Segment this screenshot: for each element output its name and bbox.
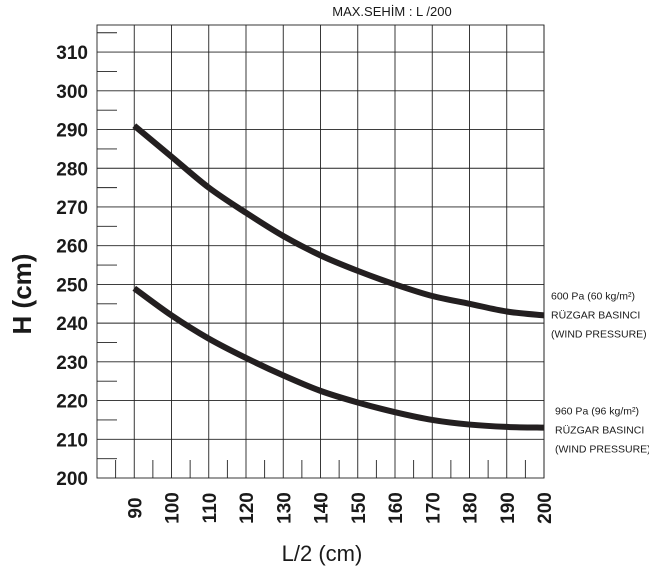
series-2-label: (WIND PRESSURE) bbox=[555, 444, 649, 456]
series-1-label: (WIND PRESSURE) bbox=[551, 328, 647, 340]
y-axis-title: H (cm) bbox=[7, 254, 37, 335]
y-tick-label: 220 bbox=[56, 392, 88, 413]
y-tick-label: 260 bbox=[56, 237, 88, 258]
y-tick-label: 280 bbox=[56, 159, 88, 180]
x-tick-label: 200 bbox=[535, 492, 556, 524]
x-tick-label: 130 bbox=[274, 492, 295, 524]
series-2-label: 960 Pa (96 kg/m²) bbox=[555, 406, 639, 418]
series-labels: 600 Pa (60 kg/m²) RÜZGAR BASINCI (WIND PRE… bbox=[551, 290, 649, 455]
x-axis-ticks: 90 100 110 120 130 140 150 160 170 180 190 200 bbox=[125, 492, 556, 524]
x-tick-label: 100 bbox=[163, 492, 184, 524]
x-tick-label: 180 bbox=[461, 492, 482, 524]
y-tick-label: 230 bbox=[56, 353, 88, 374]
series-1-label: RÜZGAR BASINCI bbox=[551, 309, 640, 321]
x-tick-label: 120 bbox=[237, 492, 258, 524]
series-2-label: RÜZGAR BASINCI bbox=[555, 425, 644, 437]
y-tick-label: 200 bbox=[56, 469, 88, 490]
x-tick-label: 90 bbox=[125, 497, 146, 518]
y-tick-label: 290 bbox=[56, 121, 88, 142]
y-tick-label: 210 bbox=[56, 430, 88, 451]
x-tick-label: 150 bbox=[349, 492, 370, 524]
grid bbox=[96, 24, 545, 479]
x-axis-title: L/2 (cm) bbox=[282, 541, 363, 566]
y-tick-label: 300 bbox=[56, 82, 88, 103]
series-line-2 bbox=[132, 285, 545, 431]
x-tick-label: 190 bbox=[498, 492, 519, 524]
y-tick-label: 310 bbox=[56, 43, 88, 64]
series-lines bbox=[132, 123, 545, 431]
y-axis-ticks: 200 210 220 230 240 250 260 270 280 290 300 310 bbox=[56, 43, 88, 490]
x-tick-label: 170 bbox=[423, 492, 444, 524]
x-tick-label: 110 bbox=[200, 493, 221, 524]
series-line-1 bbox=[132, 123, 545, 319]
y-tick-label: 240 bbox=[56, 314, 88, 335]
y-tick-label: 270 bbox=[56, 198, 88, 219]
x-tick-label: 160 bbox=[386, 492, 407, 524]
max-deflection-note: MAX.SEHİM : L /200 bbox=[332, 4, 451, 19]
x-tick-label: 140 bbox=[312, 492, 333, 524]
series-1-label: 600 Pa (60 kg/m²) bbox=[551, 290, 635, 302]
y-tick-label: 250 bbox=[56, 275, 88, 296]
